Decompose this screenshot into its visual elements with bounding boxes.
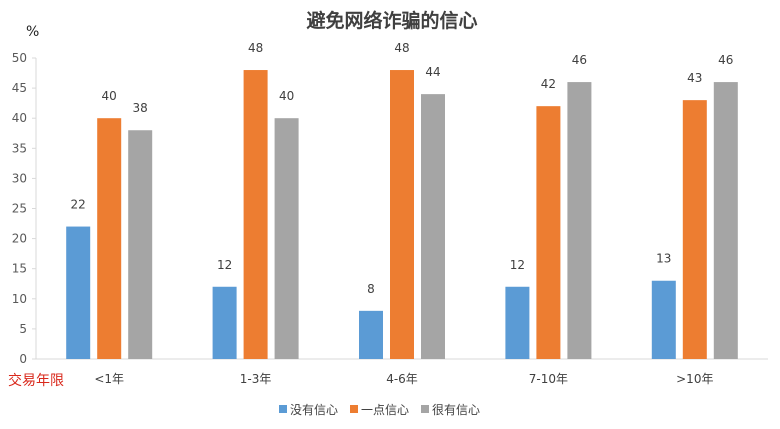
data-label: 46 bbox=[572, 53, 587, 67]
bar bbox=[128, 130, 153, 359]
legend-swatch bbox=[421, 405, 429, 413]
data-label: 12 bbox=[217, 258, 232, 272]
bar bbox=[97, 118, 122, 359]
bar bbox=[274, 118, 299, 359]
data-label: 44 bbox=[425, 65, 440, 79]
y-tick-label: 0 bbox=[19, 352, 27, 366]
data-label: 40 bbox=[279, 89, 294, 103]
x-axis-categories: <1年 1-3年 4-6年 7-10年 >10年 bbox=[94, 372, 713, 386]
chart-title: 避免网络诈骗的信心 bbox=[306, 9, 477, 32]
y-tick-label: 30 bbox=[12, 171, 27, 185]
legend: 没有信心 一点信心 很有信心 bbox=[279, 402, 480, 417]
legend-label: 没有信心 bbox=[290, 402, 338, 417]
x-category-label: 4-6年 bbox=[386, 372, 418, 386]
y-tick-label: 15 bbox=[12, 262, 27, 276]
y-tick-label: 35 bbox=[12, 141, 27, 155]
legend-label: 很有信心 bbox=[432, 403, 480, 417]
data-label: 40 bbox=[102, 89, 117, 103]
bar bbox=[682, 100, 707, 359]
bar bbox=[243, 70, 268, 359]
y-axis: 0 5 10 15 20 25 30 35 40 45 50 bbox=[12, 51, 36, 366]
data-label: 48 bbox=[248, 41, 263, 55]
y-tick-label: 40 bbox=[12, 111, 27, 125]
data-label: 42 bbox=[541, 77, 556, 91]
x-axis-title: 交易年限 bbox=[8, 372, 64, 389]
bar bbox=[212, 286, 237, 359]
bar bbox=[713, 82, 738, 359]
bar bbox=[421, 94, 445, 360]
y-axis-unit-label: % bbox=[26, 24, 39, 40]
data-label: 43 bbox=[687, 71, 702, 85]
y-tick-label: 45 bbox=[12, 81, 27, 95]
x-category-label: 7-10年 bbox=[529, 372, 568, 386]
y-tick-label: 10 bbox=[12, 292, 27, 306]
x-category-label: >10年 bbox=[676, 372, 713, 386]
bar bbox=[66, 226, 91, 359]
data-label: 46 bbox=[718, 53, 733, 67]
bar bbox=[567, 82, 592, 359]
data-label: 48 bbox=[394, 41, 409, 55]
bar bbox=[536, 106, 561, 359]
data-label: 8 bbox=[367, 282, 375, 296]
bars-group: 22 40 38 12 48 40 8 48 44 12 42 46 13 43 46 bbox=[66, 41, 738, 360]
data-label: 13 bbox=[656, 252, 671, 266]
data-label: 12 bbox=[510, 258, 525, 272]
legend-swatch bbox=[350, 405, 358, 413]
y-tick-label: 20 bbox=[12, 232, 27, 246]
x-category-label: 1-3年 bbox=[240, 372, 272, 386]
y-tick-label: 5 bbox=[19, 322, 27, 336]
bar bbox=[505, 286, 530, 359]
data-label: 22 bbox=[71, 198, 86, 212]
y-tick-label: 50 bbox=[12, 51, 27, 65]
legend-swatch bbox=[279, 405, 287, 413]
bar bbox=[390, 70, 414, 359]
x-category-label: <1年 bbox=[94, 372, 124, 386]
bar bbox=[651, 280, 676, 359]
y-tick-label: 25 bbox=[12, 202, 27, 216]
legend-label: 一点信心 bbox=[361, 403, 409, 417]
bar bbox=[359, 310, 383, 359]
data-label: 38 bbox=[133, 101, 148, 115]
